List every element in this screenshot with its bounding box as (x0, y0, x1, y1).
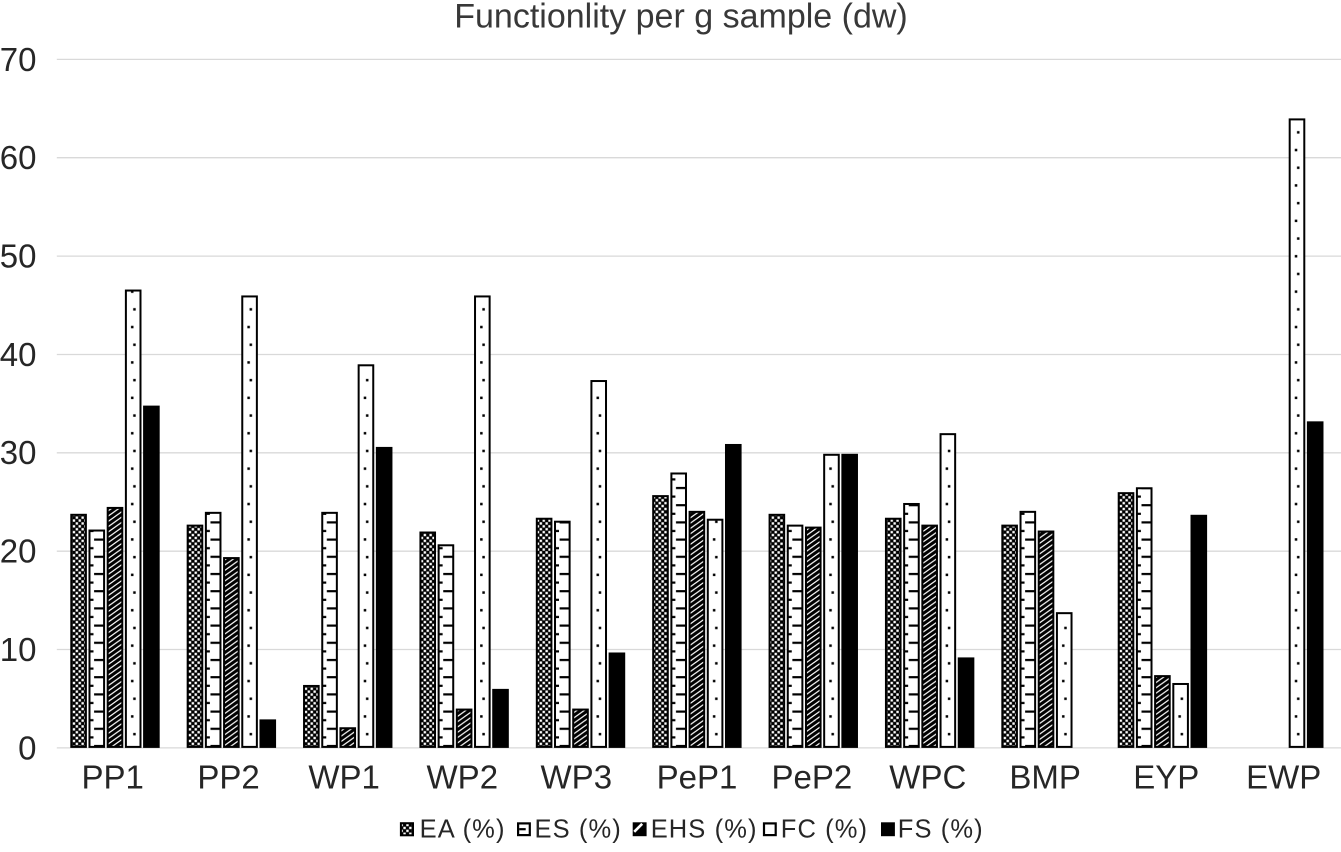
svg-text:FS (%): FS (%) (898, 815, 984, 843)
svg-text:50: 50 (0, 238, 37, 275)
svg-text:0: 0 (18, 729, 36, 766)
svg-text:70: 70 (0, 41, 37, 78)
svg-text:EHS (%): EHS (%) (651, 815, 758, 843)
svg-text:Functionlity per g sample (dw): Functionlity per g sample (dw) (454, 0, 908, 36)
svg-text:PP2: PP2 (197, 759, 259, 796)
svg-text:40: 40 (0, 336, 37, 373)
svg-text:ES (%): ES (%) (535, 815, 622, 843)
svg-text:BMP: BMP (1009, 759, 1081, 796)
svg-text:EWP: EWP (1246, 759, 1321, 796)
svg-text:10: 10 (0, 631, 37, 668)
svg-text:30: 30 (0, 434, 37, 471)
svg-text:PP1: PP1 (82, 759, 144, 796)
svg-text:FC (%): FC (%) (781, 815, 868, 843)
svg-text:EA (%): EA (%) (420, 815, 506, 843)
svg-text:PeP2: PeP2 (772, 759, 853, 796)
svg-text:WP1: WP1 (308, 759, 380, 796)
svg-text:EYP: EYP (1133, 759, 1199, 796)
svg-text:WP3: WP3 (541, 759, 613, 796)
svg-text:WPC: WPC (889, 759, 966, 796)
svg-text:PeP1: PeP1 (657, 759, 738, 796)
svg-text:20: 20 (0, 533, 37, 570)
svg-text:WP2: WP2 (427, 759, 499, 796)
svg-text:60: 60 (0, 139, 37, 176)
